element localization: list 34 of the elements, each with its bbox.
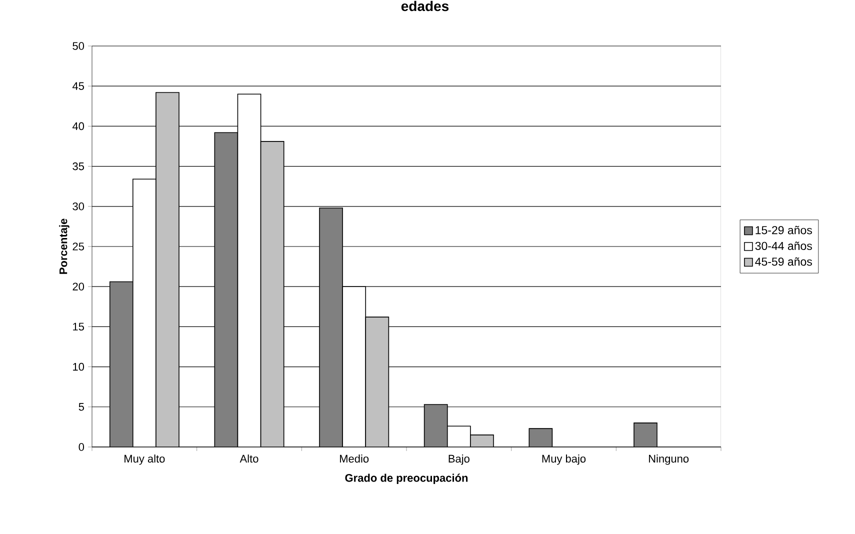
y-tick-label: 50: [72, 42, 84, 50]
bar: [342, 286, 366, 447]
y-tick-label: 5: [78, 403, 84, 411]
bar: [109, 281, 134, 447]
x-tick-label: Muy bajo: [542, 454, 586, 465]
x-tick-label: Bajo: [448, 454, 470, 465]
y-axis-title: Porcentaje: [59, 218, 70, 274]
bar: [446, 426, 471, 447]
bar: [365, 316, 390, 447]
legend-label: 45-59 años: [755, 257, 812, 266]
bar: [528, 428, 553, 447]
y-tick-label: 20: [72, 282, 84, 290]
bar: [260, 141, 284, 447]
legend-label: 15-29 años: [756, 226, 812, 234]
x-tick-label: Alto: [240, 454, 258, 463]
bar: [214, 132, 238, 447]
x-axis-title: Grado de preocupación: [345, 474, 468, 484]
x-tick-label: Muy alto: [124, 454, 165, 465]
y-tick-label: 0: [78, 443, 84, 451]
bar: [634, 422, 658, 447]
bar: [156, 92, 180, 447]
y-tick-label: 15: [73, 322, 84, 331]
x-tick-label: Ninguno: [649, 454, 689, 465]
y-tick-label: 10: [73, 362, 84, 371]
y-tick-label: 45: [72, 82, 84, 90]
y-tick-label: 25: [72, 242, 84, 250]
y-tick-label: 35: [72, 162, 84, 170]
bar: [319, 208, 343, 447]
y-tick-label: 30: [72, 202, 84, 210]
text: 30-44 años: [755, 242, 812, 250]
bar: [424, 404, 448, 447]
chart-title: edades: [401, 0, 449, 12]
y-tick-label: 40: [72, 122, 84, 130]
x-tick-label: Medio: [340, 454, 369, 463]
